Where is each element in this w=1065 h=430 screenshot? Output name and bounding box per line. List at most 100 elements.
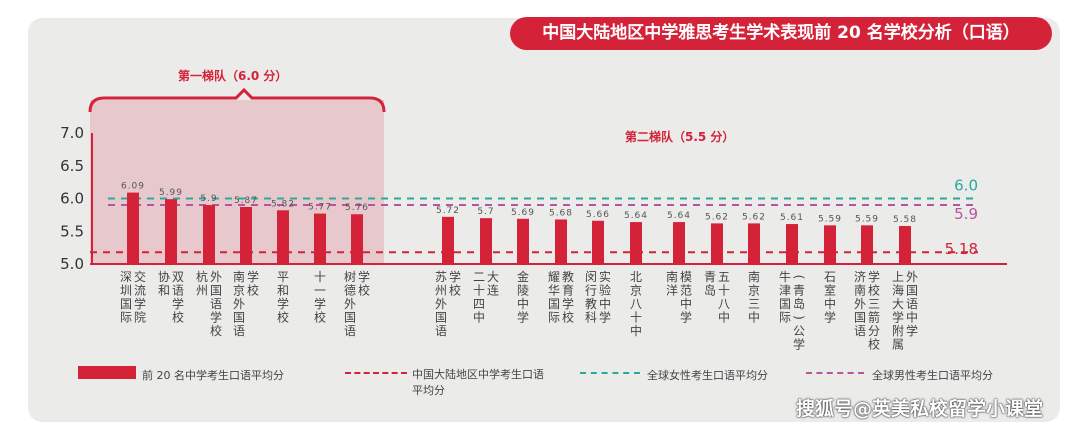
watermark: 搜狐号@英美私校留学小课堂 <box>795 398 1043 420</box>
legend-china: 中国大陆地区中学考生口语 平均分 <box>412 367 544 399</box>
y-tick-label: 7.0 <box>60 124 84 142</box>
category-label-char: 公 <box>793 324 805 338</box>
category-label-char: 平 <box>277 270 289 284</box>
category-label-char: 学 <box>824 310 836 325</box>
category-label-char: ) <box>792 315 806 320</box>
y-tick-label: 5.5 <box>60 222 84 240</box>
category-label-char: 陵 <box>517 284 529 298</box>
legend-female-swatch <box>580 372 640 374</box>
category-label-char: 南 <box>666 269 678 284</box>
category-label-char: 外 <box>906 270 918 284</box>
category-label-char: 学 <box>562 296 574 311</box>
category-label-char: 十 <box>314 270 326 284</box>
bar <box>748 223 760 264</box>
category-label-char: 校 <box>314 310 326 325</box>
category-label-char: 校 <box>868 283 880 298</box>
category-label-char: 杭 <box>196 269 208 284</box>
bar-value-label: 5.64 <box>667 211 691 221</box>
category-label-char: 北 <box>630 270 642 284</box>
category-label-char: 室 <box>824 283 836 298</box>
bar <box>517 218 529 264</box>
bar-value-label: 5.61 <box>780 213 804 223</box>
category-label-char: 校 <box>449 283 461 298</box>
bar-value-label: 5.77 <box>308 203 332 213</box>
category-label-char: 语 <box>435 324 447 338</box>
category-label-char: 上 <box>892 270 904 284</box>
category-label-char: 模 <box>680 270 692 284</box>
category-label-char: 校 <box>868 337 880 352</box>
category-label-char: 中 <box>906 310 918 325</box>
category-label-char: 校 <box>562 310 574 325</box>
category-label-char: 十 <box>630 311 642 325</box>
legend-china-line2: 平均分 <box>412 384 445 397</box>
category-label-char: 语 <box>233 324 245 338</box>
category-label-char: 流 <box>134 284 146 298</box>
category-label-char: 际 <box>779 311 791 325</box>
bar <box>480 218 492 264</box>
bar <box>786 224 798 264</box>
bar <box>592 220 604 264</box>
category-label-char: 岛 <box>704 283 716 298</box>
category-label-char: 大 <box>892 297 904 311</box>
y-tick-label: 5.0 <box>60 255 84 273</box>
category-label-char: 国 <box>120 297 132 311</box>
category-label-char: 中 <box>824 296 836 311</box>
category-label-char: 中 <box>599 296 611 311</box>
category-label-char: 语 <box>172 284 184 298</box>
category-label-char: 范 <box>680 284 692 298</box>
bar <box>711 223 723 264</box>
bar-value-label: 5.62 <box>742 212 766 222</box>
legend-bars: 前 20 名中学考生口语平均分 <box>142 369 284 382</box>
category-label-char: 院 <box>134 311 146 325</box>
bar-value-label: 5.72 <box>436 206 460 216</box>
category-label-char: 学 <box>247 269 259 284</box>
category-label-char: 学 <box>680 310 692 325</box>
chart-title: 中国大陆地区中学雅思考生学术表现前 20 名学校分析（口语） <box>510 17 1052 50</box>
bar <box>673 222 685 264</box>
bar <box>314 213 326 264</box>
category-label-char: 牛 <box>779 269 791 284</box>
category-label-char: 华 <box>548 284 560 298</box>
category-label-char: 州 <box>196 284 208 298</box>
category-label-char: 和 <box>158 284 170 298</box>
category-label-char: 学 <box>793 337 805 352</box>
category-label-char: 南 <box>854 283 866 298</box>
category-label-char: 学 <box>599 310 611 325</box>
category-label-char: 分 <box>868 324 880 338</box>
category-label-char: 中 <box>473 310 485 325</box>
bar <box>277 210 289 264</box>
category-label-char: 石 <box>824 270 836 284</box>
category-label-char: 语 <box>906 297 918 311</box>
category-label-char: 国 <box>548 297 560 311</box>
category-label-char: 语 <box>854 324 866 338</box>
category-label-char: 协 <box>158 269 170 284</box>
category-label-char: 中 <box>680 296 692 311</box>
category-label-char: 连 <box>487 283 499 298</box>
category-label-char: 际 <box>548 311 560 325</box>
category-label-char: 实 <box>599 269 611 284</box>
category-label-char: 国 <box>779 297 791 311</box>
category-label-char: 校 <box>358 283 370 298</box>
category-label-char: 岛 <box>793 296 805 311</box>
reference-line-label: 6.0 <box>954 177 978 195</box>
category-label-char: 南 <box>233 269 245 284</box>
category-label-char: 学 <box>172 296 184 311</box>
y-tick-label: 6.0 <box>60 190 84 208</box>
legend-china-line1: 中国大陆地区中学考生口语 <box>412 368 544 381</box>
category-label-char: 外 <box>344 297 356 311</box>
category-label-char: 外 <box>854 297 866 311</box>
bar-value-label: 5.66 <box>586 210 610 220</box>
bar-value-label: 5.87 <box>234 196 258 206</box>
tier-2-label: 第二梯队（5.5 分） <box>625 130 735 144</box>
category-label-char: 中 <box>630 323 642 338</box>
category-label-char: 二 <box>473 270 485 284</box>
category-label-char: 外 <box>435 297 447 311</box>
category-label-char: 中 <box>517 296 529 311</box>
category-label-char: 科 <box>585 311 597 325</box>
legend-female: 全球女性考生口语平均分 <box>647 369 768 382</box>
category-label-char: 校 <box>247 283 259 298</box>
category-label-char: 八 <box>630 297 642 311</box>
bar <box>442 216 454 264</box>
category-label-char: 外 <box>210 270 222 284</box>
category-label-char: 五 <box>718 270 730 284</box>
